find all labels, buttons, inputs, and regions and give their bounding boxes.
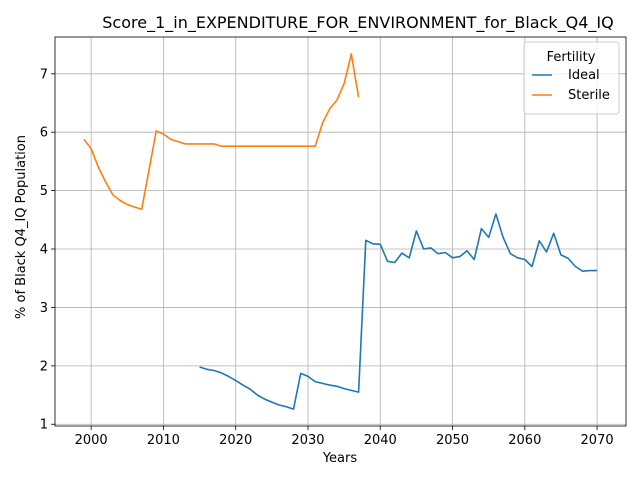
y-tick-label: 1 bbox=[40, 418, 48, 433]
x-tick-label: 2030 bbox=[291, 433, 324, 448]
series-layer bbox=[83, 53, 598, 410]
x-tick-label: 2060 bbox=[508, 433, 541, 448]
y-tick-label: 3 bbox=[40, 301, 48, 316]
y-tick-label: 7 bbox=[40, 67, 48, 82]
legend-label-ideal: Ideal bbox=[568, 68, 600, 83]
grid bbox=[55, 37, 626, 426]
y-tick-label: 5 bbox=[40, 184, 48, 199]
y-axis-label: % of Black Q4_IQ Population bbox=[14, 135, 29, 319]
x-tick-label: 2050 bbox=[436, 433, 469, 448]
legend: Fertility Ideal Sterile bbox=[523, 41, 620, 115]
series-line-ideal bbox=[199, 213, 598, 410]
x-tick-label: 2040 bbox=[364, 433, 397, 448]
x-tick-label: 2000 bbox=[75, 433, 108, 448]
y-axis: 1 2 3 4 5 6 7 bbox=[40, 67, 55, 433]
series-line-sterile bbox=[83, 53, 360, 211]
y-tick-label: 6 bbox=[40, 126, 48, 141]
y-tick-label: 4 bbox=[40, 243, 48, 258]
y-tick-label: 2 bbox=[40, 359, 48, 374]
legend-title: Fertility bbox=[547, 50, 596, 65]
legend-label-sterile: Sterile bbox=[568, 88, 610, 103]
legend-items: Ideal Sterile bbox=[532, 68, 610, 103]
plot-frame bbox=[54, 36, 627, 427]
x-axis-label: Years bbox=[322, 451, 358, 466]
x-axis: 2000 2010 2020 2030 2040 2050 2060 2070 bbox=[75, 426, 614, 448]
x-tick-label: 2020 bbox=[219, 433, 252, 448]
x-tick-label: 2070 bbox=[581, 433, 614, 448]
x-tick-label: 2010 bbox=[147, 433, 180, 448]
chart-title: Score_1_in_EXPENDITURE_FOR_ENVIRONMENT_f… bbox=[102, 13, 614, 33]
legend-box bbox=[523, 41, 620, 115]
